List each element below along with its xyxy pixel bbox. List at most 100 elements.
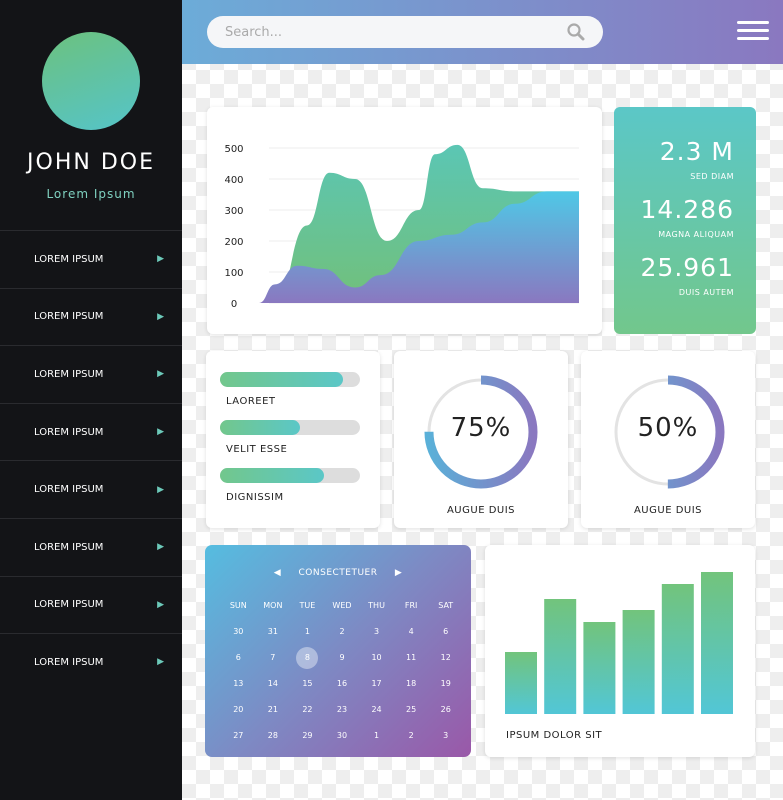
stat-label: SED DIAM [690,172,734,181]
calendar-day[interactable]: 31 [267,627,278,636]
arrow-right-icon: ▶ [157,657,164,668]
calendar-day-selected[interactable]: 8 [290,645,325,671]
calendar-day[interactable]: 1 [374,731,380,740]
sidebar-item-label: LOREM IPSUM [34,541,104,553]
calendar-day[interactable]: 29 [302,731,313,740]
calendar-day[interactable]: 11 [406,653,417,662]
calendar-day[interactable]: 3 [374,627,380,636]
calendar-day[interactable]: 6 [443,627,449,636]
sidebar-item[interactable]: LOREM IPSUM ▶ [0,287,182,346]
profile-subtitle: Lorem Ipsum [46,187,136,201]
sidebar-item[interactable]: LOREM IPSUM ▶ [0,460,182,518]
calendar-day[interactable]: 18 [406,679,417,688]
calendar-day[interactable]: 4 [408,627,414,636]
calendar-day[interactable]: 25 [406,705,417,714]
calendar-day[interactable]: 21 [267,705,278,714]
y-tick-label: 0 [231,299,237,310]
calendar-day[interactable]: 24 [371,705,382,714]
stat-label: MAGNA ALIQUAM [658,230,734,239]
bar [544,599,577,714]
calendar-day[interactable]: 30 [233,627,244,636]
sidebar-item[interactable]: LOREM IPSUM ▶ [0,345,182,403]
calendar-day[interactable]: 1 [304,627,310,636]
next-month-button[interactable]: ▶ [394,568,403,578]
weekday-label: THU [368,601,385,610]
progress-bar [220,468,360,483]
y-tick-label: 500 [224,144,243,155]
calendar-day[interactable]: 10 [371,653,382,662]
donut-label: AUGUE DUIS [446,505,516,516]
stat-value: 14.286 [640,195,734,224]
donut-chart [611,375,725,489]
stat-value: 25.961 [640,253,734,282]
bar-chart-title: IPSUM DOLOR SIT [506,730,603,741]
area-chart: 500 400 300 200 100 0 [224,144,579,310]
calendar-day[interactable]: 6 [235,653,241,662]
area-series-purple [259,191,579,303]
arrow-right-icon: ▶ [157,369,164,380]
calendar-day[interactable]: 2 [339,627,345,636]
y-tick-label: 200 [224,237,243,248]
y-tick-label: 400 [224,175,243,186]
progress-label: DIGNISSIM [226,492,284,503]
bar [505,652,537,714]
arrow-right-icon: ▶ [157,254,164,265]
calendar-day[interactable]: 2 [408,731,414,740]
sidebar-item-label: LOREM IPSUM [34,253,104,265]
calendar-day[interactable]: 17 [371,679,382,688]
calendar-day[interactable]: 30 [336,731,348,740]
sidebar-item[interactable]: LOREM IPSUM ▶ [0,517,182,576]
calendar-day[interactable]: 15 [302,679,313,688]
weekday-label: WED [332,601,352,610]
calendar-day[interactable]: 23 [336,705,348,714]
calendar-day[interactable]: 26 [440,705,451,714]
calendar-day[interactable]: 19 [440,679,451,688]
bar [622,610,655,714]
bar-chart: IPSUM DOLOR SIT [505,572,733,741]
bar [661,584,694,714]
weekday-label: TUE [299,601,316,610]
calendar-day[interactable]: 7 [270,653,276,662]
arrow-right-icon: ▶ [157,484,164,495]
calendar-day[interactable]: 9 [339,653,345,662]
sidebar-item[interactable]: LOREM IPSUM ▶ [0,633,182,691]
y-tick-label: 100 [224,268,243,279]
area-chart-card: 500 400 300 200 100 0 [207,107,602,334]
search-icon[interactable] [567,23,585,41]
sidebar-item-label: LOREM IPSUM [34,368,104,380]
sidebar-item-label: LOREM IPSUM [34,484,104,496]
progress-label: VELIT ESSE [226,444,288,455]
weekday-label: SUN [229,601,247,610]
weekday-label: SAT [438,601,454,610]
donut-card-2: 50% AUGUE DUIS [581,351,755,528]
hamburger-menu-icon[interactable] [737,21,769,45]
calendar-day[interactable]: 3 [443,731,449,740]
calendar-day[interactable]: 12 [440,653,451,662]
calendar-day[interactable]: 14 [267,679,278,688]
stats-card: 2.3 M SED DIAM 14.286 MAGNA ALIQUAM 25.961 DU… [614,107,756,334]
calendar-day[interactable]: 28 [267,731,278,740]
progress-bar [220,372,360,387]
avatar [42,32,140,130]
sidebar-item[interactable]: LOREM IPSUM ▶ [0,230,182,288]
profile-name: JOHN DOE [27,150,155,175]
prev-month-button[interactable]: ◀ [273,568,282,578]
calendar-day[interactable]: 22 [302,705,313,714]
donut-label: AUGUE DUIS [633,505,703,516]
calendar: ◀ CONSECTETUER ▶ SUN MON TUE WED THU FRI SAT 30… [205,545,471,757]
calendar-day[interactable]: 16 [336,679,348,688]
sidebar: JOHN DOE Lorem Ipsum LOREM IPSUM ▶ LOREM I… [0,0,182,800]
calendar-day[interactable]: 27 [233,731,244,740]
calendar-day[interactable]: 13 [233,679,244,688]
arrow-right-icon: ▶ [157,599,164,610]
calendar-day[interactable]: 20 [233,705,244,714]
sidebar-item-label: LOREM IPSUM [34,426,104,438]
weekday-label: FRI [404,601,418,610]
search-input[interactable]: Search... [207,16,603,48]
sidebar-item[interactable]: LOREM IPSUM ▶ [0,402,182,461]
sidebar-item[interactable]: LOREM IPSUM ▶ [0,575,182,634]
donut-chart [424,375,538,489]
arrow-right-icon: ▶ [157,311,164,322]
sidebar-item-label: LOREM IPSUM [34,311,104,323]
donut-card-1: 75% AUGUE DUIS [394,351,568,528]
